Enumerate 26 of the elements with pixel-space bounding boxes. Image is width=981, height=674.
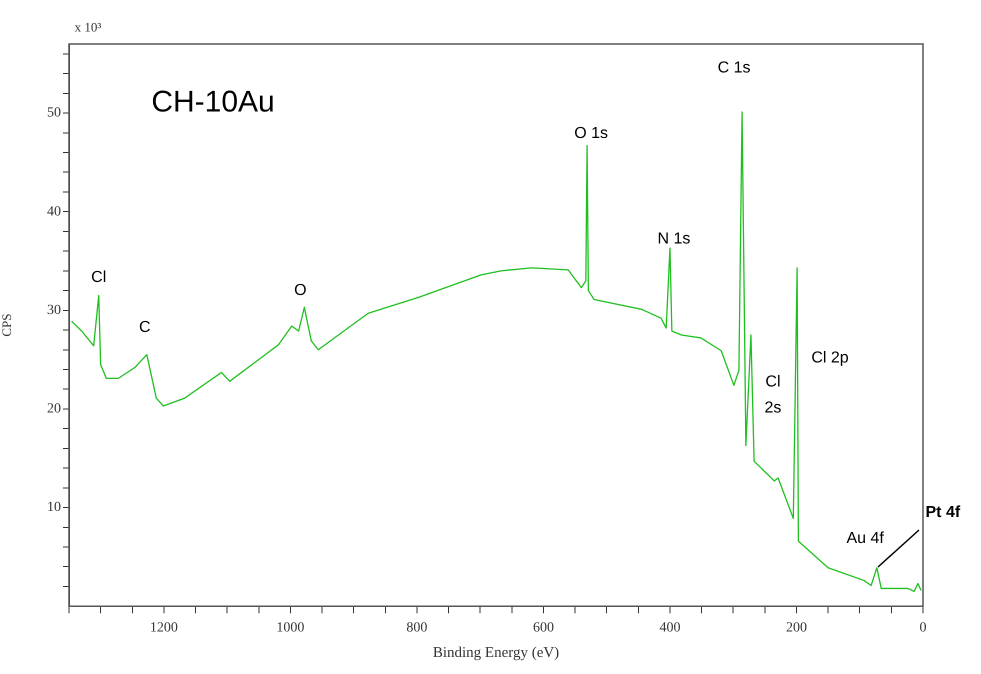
x-tick-label: 1200: [150, 620, 178, 636]
y-axis-title: CPS: [0, 314, 14, 337]
annotation: Cl: [91, 268, 106, 286]
annotation: Pt 4f: [925, 504, 961, 522]
y-tick-label: 40: [47, 204, 61, 220]
annotation: N 1s: [658, 230, 690, 248]
x-tick-label: 400: [659, 620, 680, 636]
annotation: Cl 2s: [764, 373, 782, 416]
y-tick-label: 10: [47, 500, 61, 516]
y-tick-label: 50: [47, 106, 61, 121]
annotation: CH-10Au: [151, 85, 275, 118]
annotation: C: [139, 319, 151, 336]
annotation: Cl 2p: [811, 349, 849, 366]
y-tick-label: 20: [47, 402, 61, 417]
x-tick-label: 0: [920, 620, 926, 636]
x-tick-label: 800: [406, 620, 428, 636]
x-tick-label: 1000: [276, 620, 304, 636]
x-axis-title: Binding Energy (eV): [432, 644, 560, 661]
annotation: Au 4f: [846, 530, 884, 547]
x-tick-label: 200: [786, 620, 807, 636]
annotation: C 1s: [718, 59, 751, 76]
text: x 10³: [74, 19, 102, 34]
y-tick-label: 30: [47, 302, 61, 318]
annotation: O: [294, 282, 307, 299]
x-tick-label: 600: [532, 620, 554, 636]
annotation: O 1s: [574, 124, 608, 142]
